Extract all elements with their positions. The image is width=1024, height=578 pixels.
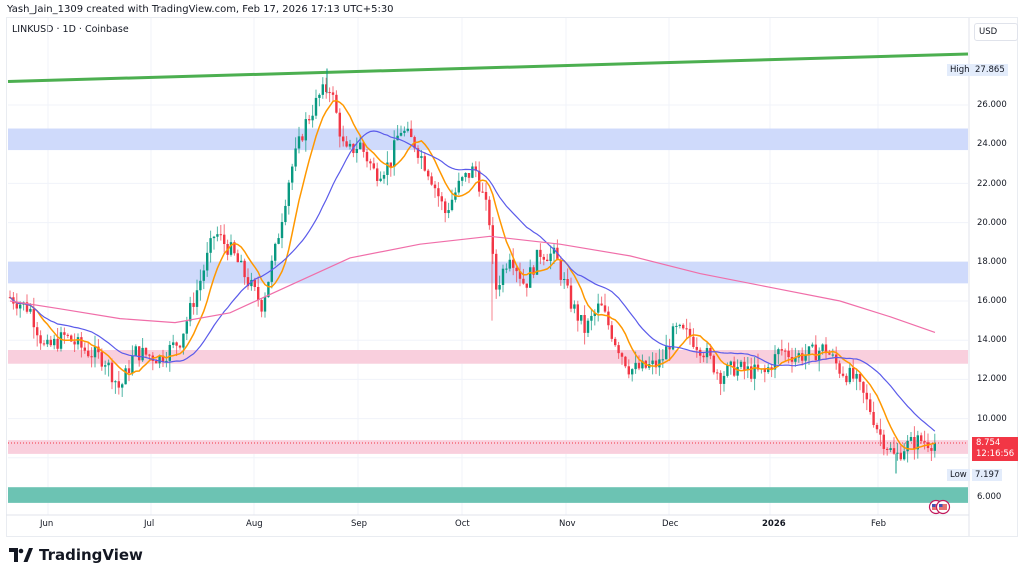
high-value: 27.865 — [972, 64, 1008, 76]
x-tick: Sep — [351, 519, 368, 529]
x-tick: Oct — [455, 519, 470, 529]
x-tick: Aug — [246, 519, 263, 529]
x-tick: 2026 — [762, 519, 786, 529]
last-price: 8.754 — [976, 438, 1001, 448]
y-tick: 22.000 — [977, 179, 1007, 189]
x-tick: Dec — [662, 519, 679, 529]
currency-selector[interactable]: USD — [974, 23, 1018, 41]
low-label: Low — [947, 469, 970, 481]
y-tick: 10.000 — [977, 414, 1007, 424]
x-tick: Nov — [559, 519, 576, 529]
bar-countdown: 12:16:56 — [976, 449, 1015, 459]
chart-frame — [6, 17, 1018, 537]
low-value: 7.197 — [972, 469, 1003, 481]
tradingview-logo[interactable]: TradingView — [9, 546, 143, 564]
x-tick: Jun — [40, 519, 54, 529]
y-tick: 26.000 — [977, 100, 1007, 110]
last-price-tag: 8.754 12:16:56 — [972, 437, 1018, 461]
y-tick: 12.000 — [977, 374, 1007, 384]
y-tick: 20.000 — [977, 218, 1007, 228]
y-tick: 18.000 — [977, 257, 1007, 267]
chart-credit: Yash_Jain_1309 created with TradingView.… — [7, 4, 394, 15]
x-tick: Feb — [871, 519, 887, 529]
x-tick: Jul — [144, 519, 155, 529]
us-flag-event-icon[interactable] — [928, 499, 951, 515]
symbol-title[interactable]: LINKUSD · 1D · Coinbase — [12, 24, 129, 35]
y-tick: 6.000 — [977, 492, 1002, 502]
y-tick: 16.000 — [977, 296, 1007, 306]
y-tick: 14.000 — [977, 335, 1007, 345]
brand-name: TradingView — [39, 546, 143, 564]
high-label: High — [947, 64, 973, 76]
tradingview-logo-icon — [9, 548, 33, 562]
y-tick: 24.000 — [977, 139, 1007, 149]
